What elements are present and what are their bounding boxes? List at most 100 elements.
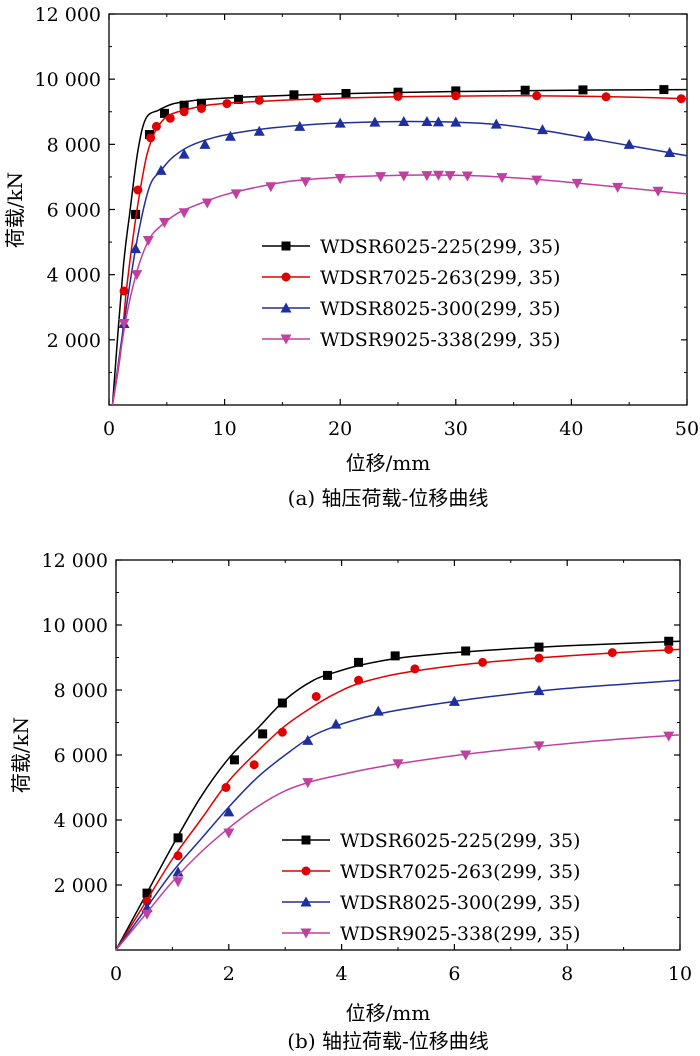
y-tick-label: 10 000 <box>35 69 101 91</box>
legend-label: WDSR6025-225(299, 35) <box>320 236 560 258</box>
legend-marker <box>300 896 312 907</box>
legend-marker <box>280 334 292 345</box>
data-point-marker <box>130 243 142 254</box>
data-point-marker <box>398 171 410 182</box>
data-point-marker <box>664 644 674 654</box>
data-point-marker <box>179 100 189 110</box>
data-point-marker <box>421 116 433 127</box>
data-point-marker <box>478 657 488 667</box>
data-point-marker <box>354 675 364 685</box>
legend-label: WDSR9025-338(299, 35) <box>320 329 560 351</box>
data-point-marker <box>165 113 175 123</box>
series-0 <box>111 85 688 406</box>
data-point-marker <box>178 208 190 219</box>
legend-label: WDSR8025-300(299, 35) <box>320 298 560 320</box>
x-tick-label: 10 <box>213 418 237 440</box>
data-point-marker <box>118 319 130 330</box>
data-point-marker <box>224 130 236 141</box>
data-point-marker <box>222 99 232 109</box>
legend-marker <box>301 866 311 876</box>
y-tick-label: 2 000 <box>54 875 108 897</box>
data-point-marker <box>133 185 143 195</box>
data-point-marker <box>421 171 433 182</box>
data-point-marker <box>302 778 314 789</box>
data-point-marker <box>664 146 676 157</box>
y-tick-label: 2 000 <box>47 330 101 352</box>
data-point-marker <box>196 103 206 113</box>
x-tick-label: 0 <box>110 963 122 985</box>
data-point-marker <box>533 685 545 696</box>
data-point-marker <box>131 270 143 281</box>
legend-label: WDSR7025-263(299, 35) <box>320 267 560 289</box>
data-point-marker <box>151 121 161 131</box>
data-point-marker <box>444 171 456 182</box>
data-point-marker <box>448 695 460 706</box>
legend-label: WDSR9025-338(299, 35) <box>340 923 580 945</box>
chart-panel-a: 0 10 20 30 40 50 2 000 4 000 6 000 8 000 10 000 12 … <box>3 4 699 510</box>
series-line <box>111 174 688 406</box>
legend-entry: WDSR8025-300(299, 35) <box>282 892 580 914</box>
y-tick-label: 10 000 <box>42 615 108 637</box>
chart-caption: (b) 轴拉荷载-位移曲线 <box>287 1029 489 1053</box>
data-point-marker <box>119 286 129 296</box>
data-point-marker <box>277 698 287 708</box>
data-point-marker <box>612 182 624 193</box>
data-point-marker <box>375 172 387 183</box>
x-axis-label: 位移/mm <box>346 451 431 475</box>
data-point-marker <box>265 182 277 193</box>
data-point-marker <box>451 91 461 101</box>
data-point-marker <box>334 117 346 128</box>
data-point-marker <box>583 130 595 141</box>
data-point-marker <box>534 653 544 663</box>
data-point-marker <box>146 133 156 143</box>
data-point-marker <box>330 718 342 729</box>
legend-entry: WDSR6025-225(299, 35) <box>262 236 560 258</box>
data-point-marker <box>159 108 169 118</box>
data-point-marker <box>607 648 617 658</box>
legend-marker <box>281 241 291 251</box>
data-point-marker <box>254 95 264 105</box>
x-tick-label: 10 <box>668 963 692 985</box>
data-point-marker <box>302 734 314 745</box>
chart-panel-b: 0 2 4 6 8 10 2 000 4 000 6 000 8 000 10 000 12 000 位… <box>9 550 692 1053</box>
legend-label: WDSR6025-225(299, 35) <box>340 830 580 852</box>
y-tick-label: 4 000 <box>47 265 101 287</box>
data-point-marker <box>398 116 410 127</box>
series-2 <box>115 679 681 951</box>
data-point-marker <box>173 851 183 861</box>
data-point-marker <box>537 124 548 135</box>
x-tick-label: 0 <box>103 418 115 440</box>
data-point-marker <box>311 692 321 701</box>
legend-entry: WDSR9025-338(299, 35) <box>282 923 580 945</box>
data-point-marker <box>141 909 153 920</box>
data-point-marker <box>460 750 472 761</box>
data-point-marker <box>233 94 243 104</box>
x-tick-label: 8 <box>561 963 573 985</box>
data-point-marker <box>531 175 543 186</box>
data-point-marker <box>432 170 444 181</box>
series-1 <box>115 644 681 951</box>
data-point-marker <box>652 186 664 197</box>
legend-entry: WDSR7025-263(299, 35) <box>282 861 580 883</box>
x-tick-label: 50 <box>675 418 699 440</box>
data-point-marker <box>532 91 542 101</box>
chart-caption: (a) 轴压荷载-位移曲线 <box>288 486 489 510</box>
data-point-marker <box>155 164 167 175</box>
data-point-marker <box>369 116 381 127</box>
data-point-marker <box>253 125 265 136</box>
x-axis-label: 位移/mm <box>346 1001 431 1025</box>
data-point-marker <box>496 173 508 184</box>
y-tick-label: 8 000 <box>54 680 108 702</box>
data-point-marker <box>142 235 154 246</box>
data-point-marker <box>601 92 611 102</box>
data-point-marker <box>354 657 364 667</box>
legend-entry: WDSR9025-338(299, 35) <box>262 329 560 351</box>
data-point-marker <box>223 828 235 839</box>
series-3 <box>115 731 681 951</box>
data-point-marker <box>659 85 669 95</box>
data-point-marker <box>520 85 530 95</box>
data-point-marker <box>533 741 545 752</box>
data-point-marker <box>172 877 184 888</box>
data-point-marker <box>258 729 268 739</box>
